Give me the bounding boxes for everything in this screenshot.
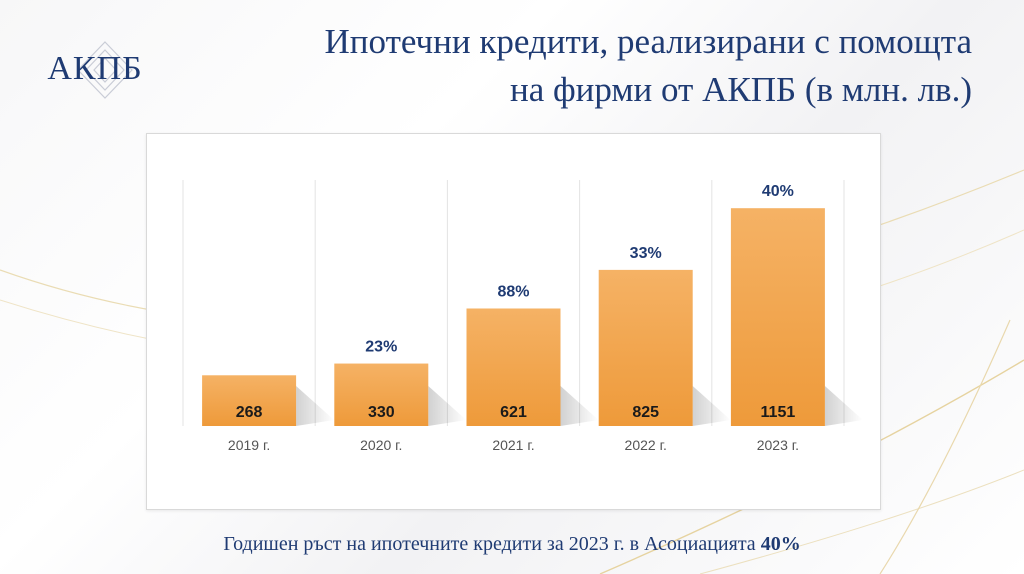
logo-text: АКПБ <box>47 50 143 87</box>
bar-shadow <box>824 386 863 426</box>
bar-shadow <box>692 386 731 426</box>
value-label: 268 <box>236 404 263 421</box>
title-line-2: на фирми от АКПБ (в млн. лв.) <box>509 70 972 109</box>
growth-label: 40% <box>762 183 794 200</box>
category-label: 2021 г. <box>492 437 534 453</box>
footer-text: Годишен ръст на ипотечните кредити за 20… <box>223 533 756 555</box>
page-title: Ипотечни кредити, реализирани с помощта … <box>252 18 972 114</box>
category-label: 2022 г. <box>625 437 667 453</box>
bar-2022 <box>598 269 693 426</box>
logo-diamond-icon <box>77 41 133 99</box>
growth-label: 88% <box>497 283 529 300</box>
bar-2023 <box>730 208 825 426</box>
bar-2021 <box>466 308 561 426</box>
category-label: 2019 г. <box>228 437 270 453</box>
growth-label: 33% <box>630 245 662 262</box>
bar-2020 <box>334 363 429 426</box>
bar-shadow <box>296 386 335 426</box>
bar-chart: 268 2019 г. 330 23% 2020 г. 621 88% 2021 г. 825 3… <box>182 180 863 453</box>
value-label: 825 <box>632 404 659 421</box>
chart-card: 268 2019 г. 330 23% 2020 г. 621 88% 2021 г. 825 3… <box>146 133 881 510</box>
footer-note: Годишен ръст на ипотечните кредити за 20… <box>0 533 1024 556</box>
bar-shadow <box>428 386 467 426</box>
value-label: 621 <box>500 404 527 421</box>
growth-label: 23% <box>365 339 397 356</box>
category-label: 2023 г. <box>757 437 799 453</box>
bar-shadow <box>560 386 599 426</box>
akpb-logo: АКПБ <box>40 40 150 100</box>
footer-highlight: 40% <box>760 533 801 555</box>
title-line-1: Ипотечни кредити, реализирани с помощта <box>324 22 972 61</box>
value-label: 1151 <box>761 404 796 421</box>
value-label: 330 <box>368 404 395 421</box>
bar-2019 <box>202 375 297 426</box>
category-label: 2020 г. <box>360 437 402 453</box>
